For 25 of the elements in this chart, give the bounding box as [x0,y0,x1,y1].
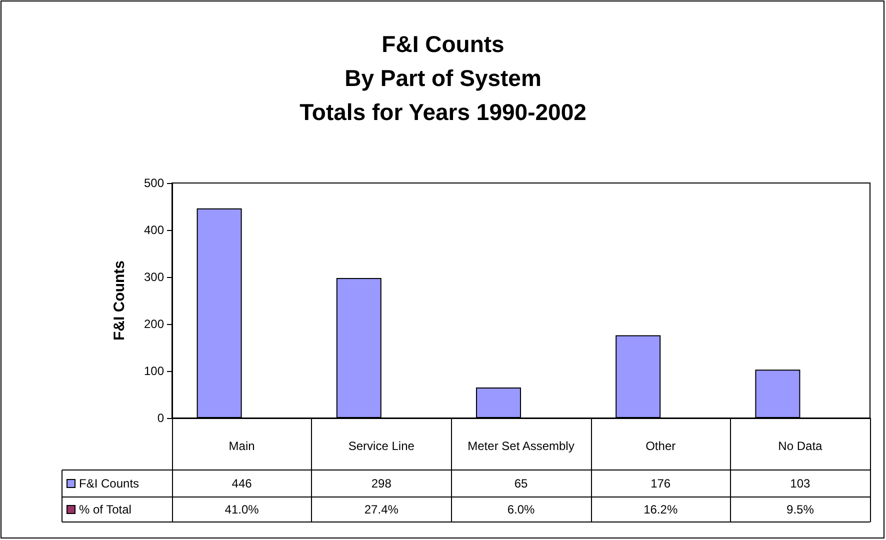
y-tick-label: 0 [157,411,164,425]
x-tick-label: Service Line [348,439,415,453]
data-label: 103 [790,476,811,490]
y-tick-label: 100 [144,364,164,378]
text: 27.4% [364,502,398,516]
data-label: 65 [514,476,528,490]
data-label: 176 [650,476,671,490]
text: 16.2% [644,502,678,516]
x-tick-label: No Data [778,439,823,453]
legend-label: F&I Counts [79,476,140,490]
x-tick-label: Meter Set Assembly [468,439,574,453]
data-label: 298 [371,476,392,490]
x-tick-label: Main [228,439,255,453]
data-label: 446 [232,476,252,490]
y-tick-label: 500 [144,176,164,190]
x-tick-label: Other [646,439,676,453]
y-tick-label: 400 [144,223,164,237]
y-axis-title: F&I Counts [111,260,128,340]
legend-label: % of Total [79,502,132,516]
text: 6.0% [507,502,535,516]
y-tick-label: 200 [144,317,164,331]
text: 9.5% [786,502,814,516]
text: 41.0% [224,502,259,516]
chart-title: F&I Counts By Part of System Totals for Years 1990-2002 [300,31,586,125]
y-tick-label: 300 [144,270,164,284]
